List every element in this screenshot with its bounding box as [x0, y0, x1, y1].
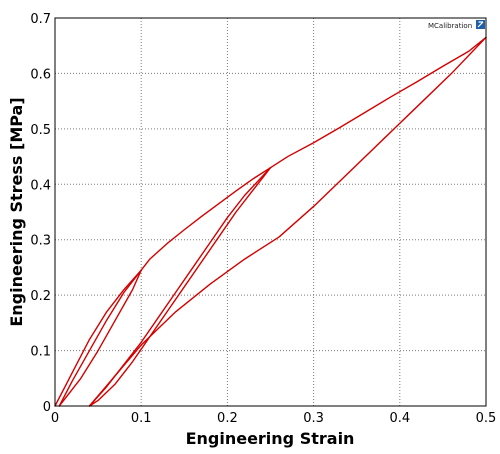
- y-tick-label: 0: [43, 400, 51, 415]
- y-tick-label: 0.1: [30, 345, 51, 360]
- series-line-4: [88, 166, 272, 407]
- logo-text: MCalibration: [428, 22, 472, 30]
- y-tick-label: 0.5: [30, 123, 51, 138]
- mcalibration-logo: MCalibration: [428, 20, 485, 30]
- series-line-6: [88, 36, 487, 407]
- x-tick-labels: 0 0.1 0.2 0.3 0.4 0.5: [51, 411, 496, 426]
- y-tick-label: 0.6: [30, 67, 51, 82]
- grid-lines: [55, 18, 486, 406]
- series-line-3: [58, 269, 142, 407]
- y-tick-labels: 0 0.1 0.2 0.3 0.4 0.5 0.6 0.7: [30, 12, 51, 415]
- x-axis-title: Engineering Strain: [186, 429, 355, 448]
- series-line-1: [54, 36, 487, 407]
- plot-frame: [54, 17, 487, 407]
- x-tick-label: 0.2: [217, 411, 238, 426]
- x-tick-label: 0.5: [476, 411, 497, 426]
- x-tick-label: 0: [51, 411, 59, 426]
- logo-mark-glyph-icon: [477, 21, 484, 28]
- data-series: [54, 36, 487, 407]
- x-tick-label: 0.4: [389, 411, 410, 426]
- y-tick-label: 0.2: [30, 289, 51, 304]
- series-line-2: [58, 269, 142, 407]
- y-tick-label: 0.4: [30, 178, 51, 193]
- y-tick-label: 0.3: [30, 234, 51, 249]
- y-axis-title: Engineering Stress [MPa]: [7, 97, 26, 326]
- x-tick-label: 0.3: [303, 411, 324, 426]
- y-tick-label: 0.7: [30, 12, 51, 27]
- x-tick-label: 0.1: [131, 411, 152, 426]
